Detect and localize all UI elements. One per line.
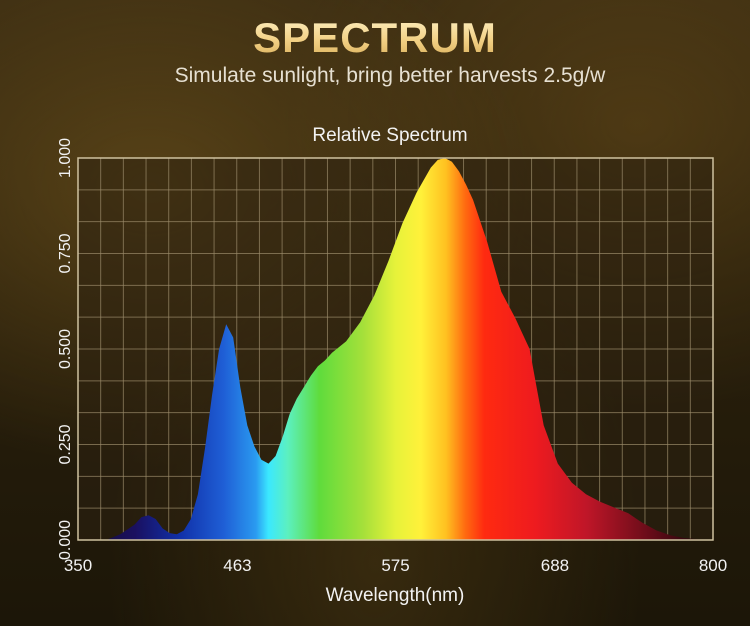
chart-title: Relative Spectrum	[312, 125, 467, 146]
x-axis-label: Wavelength(nm)	[326, 585, 465, 606]
plot-border	[77, 157, 714, 541]
x-tick-label: 800	[699, 556, 727, 575]
spectrum-area	[106, 158, 713, 540]
y-tick-label: 1.000	[57, 138, 74, 178]
page-title: SPECTRUM	[0, 14, 750, 62]
y-tick-label: 0.750	[57, 233, 74, 273]
y-tick-label: 0.250	[57, 424, 74, 464]
y-tick-label: 0.000	[57, 520, 74, 560]
x-tick-label: 688	[541, 556, 569, 575]
y-tick-label: 0.500	[57, 329, 74, 369]
x-tick-label: 350	[64, 556, 92, 575]
x-tick-label: 575	[381, 556, 409, 575]
x-tick-label: 463	[223, 556, 251, 575]
page-subtitle: Simulate sunlight, bring better harvests…	[174, 64, 606, 87]
y-tick-labels: 0.000 0.250 0.500 0.750 1.000	[57, 138, 74, 560]
x-tick-labels: 350 463 575 688 800	[64, 556, 727, 575]
